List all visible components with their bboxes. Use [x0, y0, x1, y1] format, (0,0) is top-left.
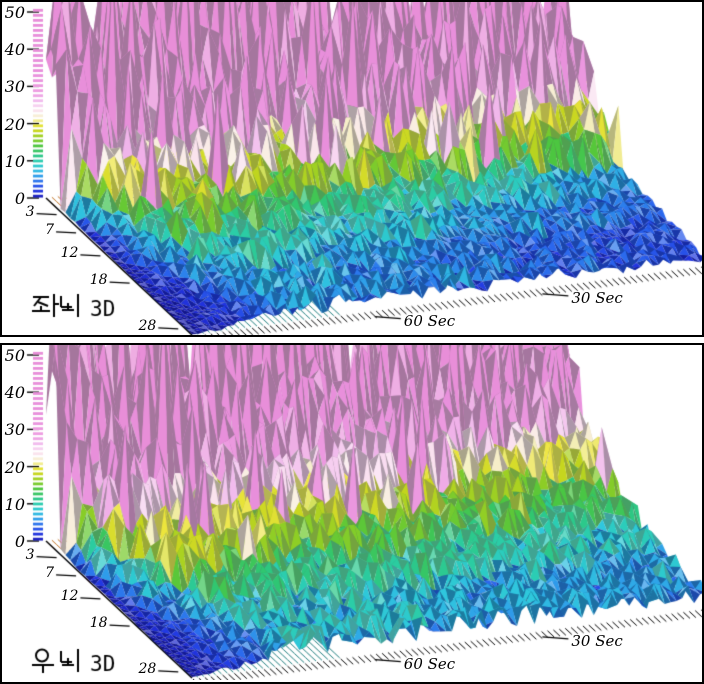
- time-tick-label: 30 Sec: [571, 288, 623, 307]
- amplitude-tick-label: 20: [4, 114, 25, 134]
- amplitude-tick-label: 10: [4, 494, 25, 514]
- frequency-tick-label: 18: [89, 615, 108, 632]
- spectral-surface-canvas: [2, 345, 702, 680]
- frequency-tick-label: 12: [60, 587, 79, 604]
- amplitude-tick-label: 30: [4, 420, 25, 440]
- amplitude-tick-label: 40: [4, 40, 25, 60]
- frequency-tick-label: 7: [45, 564, 55, 581]
- panel-title: 우뇌 3D: [30, 647, 122, 675]
- frequency-tick-label: 18: [89, 272, 108, 289]
- amplitude-tick-label: 50: [4, 3, 25, 22]
- panel-right-brain: 50 40 30 20 10 037 12 18 28 30 Sec 60 Sec 우뇌 3D: [0, 343, 704, 684]
- frequency-tick-label: 12: [60, 244, 79, 261]
- amplitude-tick-label: 50: [4, 346, 25, 365]
- time-tick-label: 60 Sec: [403, 311, 456, 330]
- frequency-tick-label: 3: [25, 203, 35, 220]
- spectral-surface-canvas: [2, 2, 702, 335]
- amplitude-tick-label: 30: [4, 77, 25, 97]
- amplitude-tick-label: 40: [4, 383, 25, 403]
- frequency-tick-label: 28: [138, 660, 157, 677]
- time-tick-label: 60 Sec: [403, 654, 456, 673]
- panel-title: 좌뇌 3D: [30, 292, 122, 320]
- amplitude-tick-label: 20: [4, 457, 25, 477]
- amplitude-tick-label: 0: [14, 189, 25, 208]
- amplitude-tick-label: 10: [4, 151, 25, 171]
- frequency-tick-label: 28: [138, 317, 157, 334]
- panel-left-brain: 50 40 30 20 10 037 12 18 28 30 Sec 60 Sec 좌뇌 3D: [0, 0, 704, 337]
- time-tick-label: 30 Sec: [571, 631, 623, 650]
- frequency-tick-label: 3: [25, 546, 35, 563]
- amplitude-tick-label: 0: [14, 532, 25, 551]
- frequency-tick-label: 7: [45, 221, 55, 238]
